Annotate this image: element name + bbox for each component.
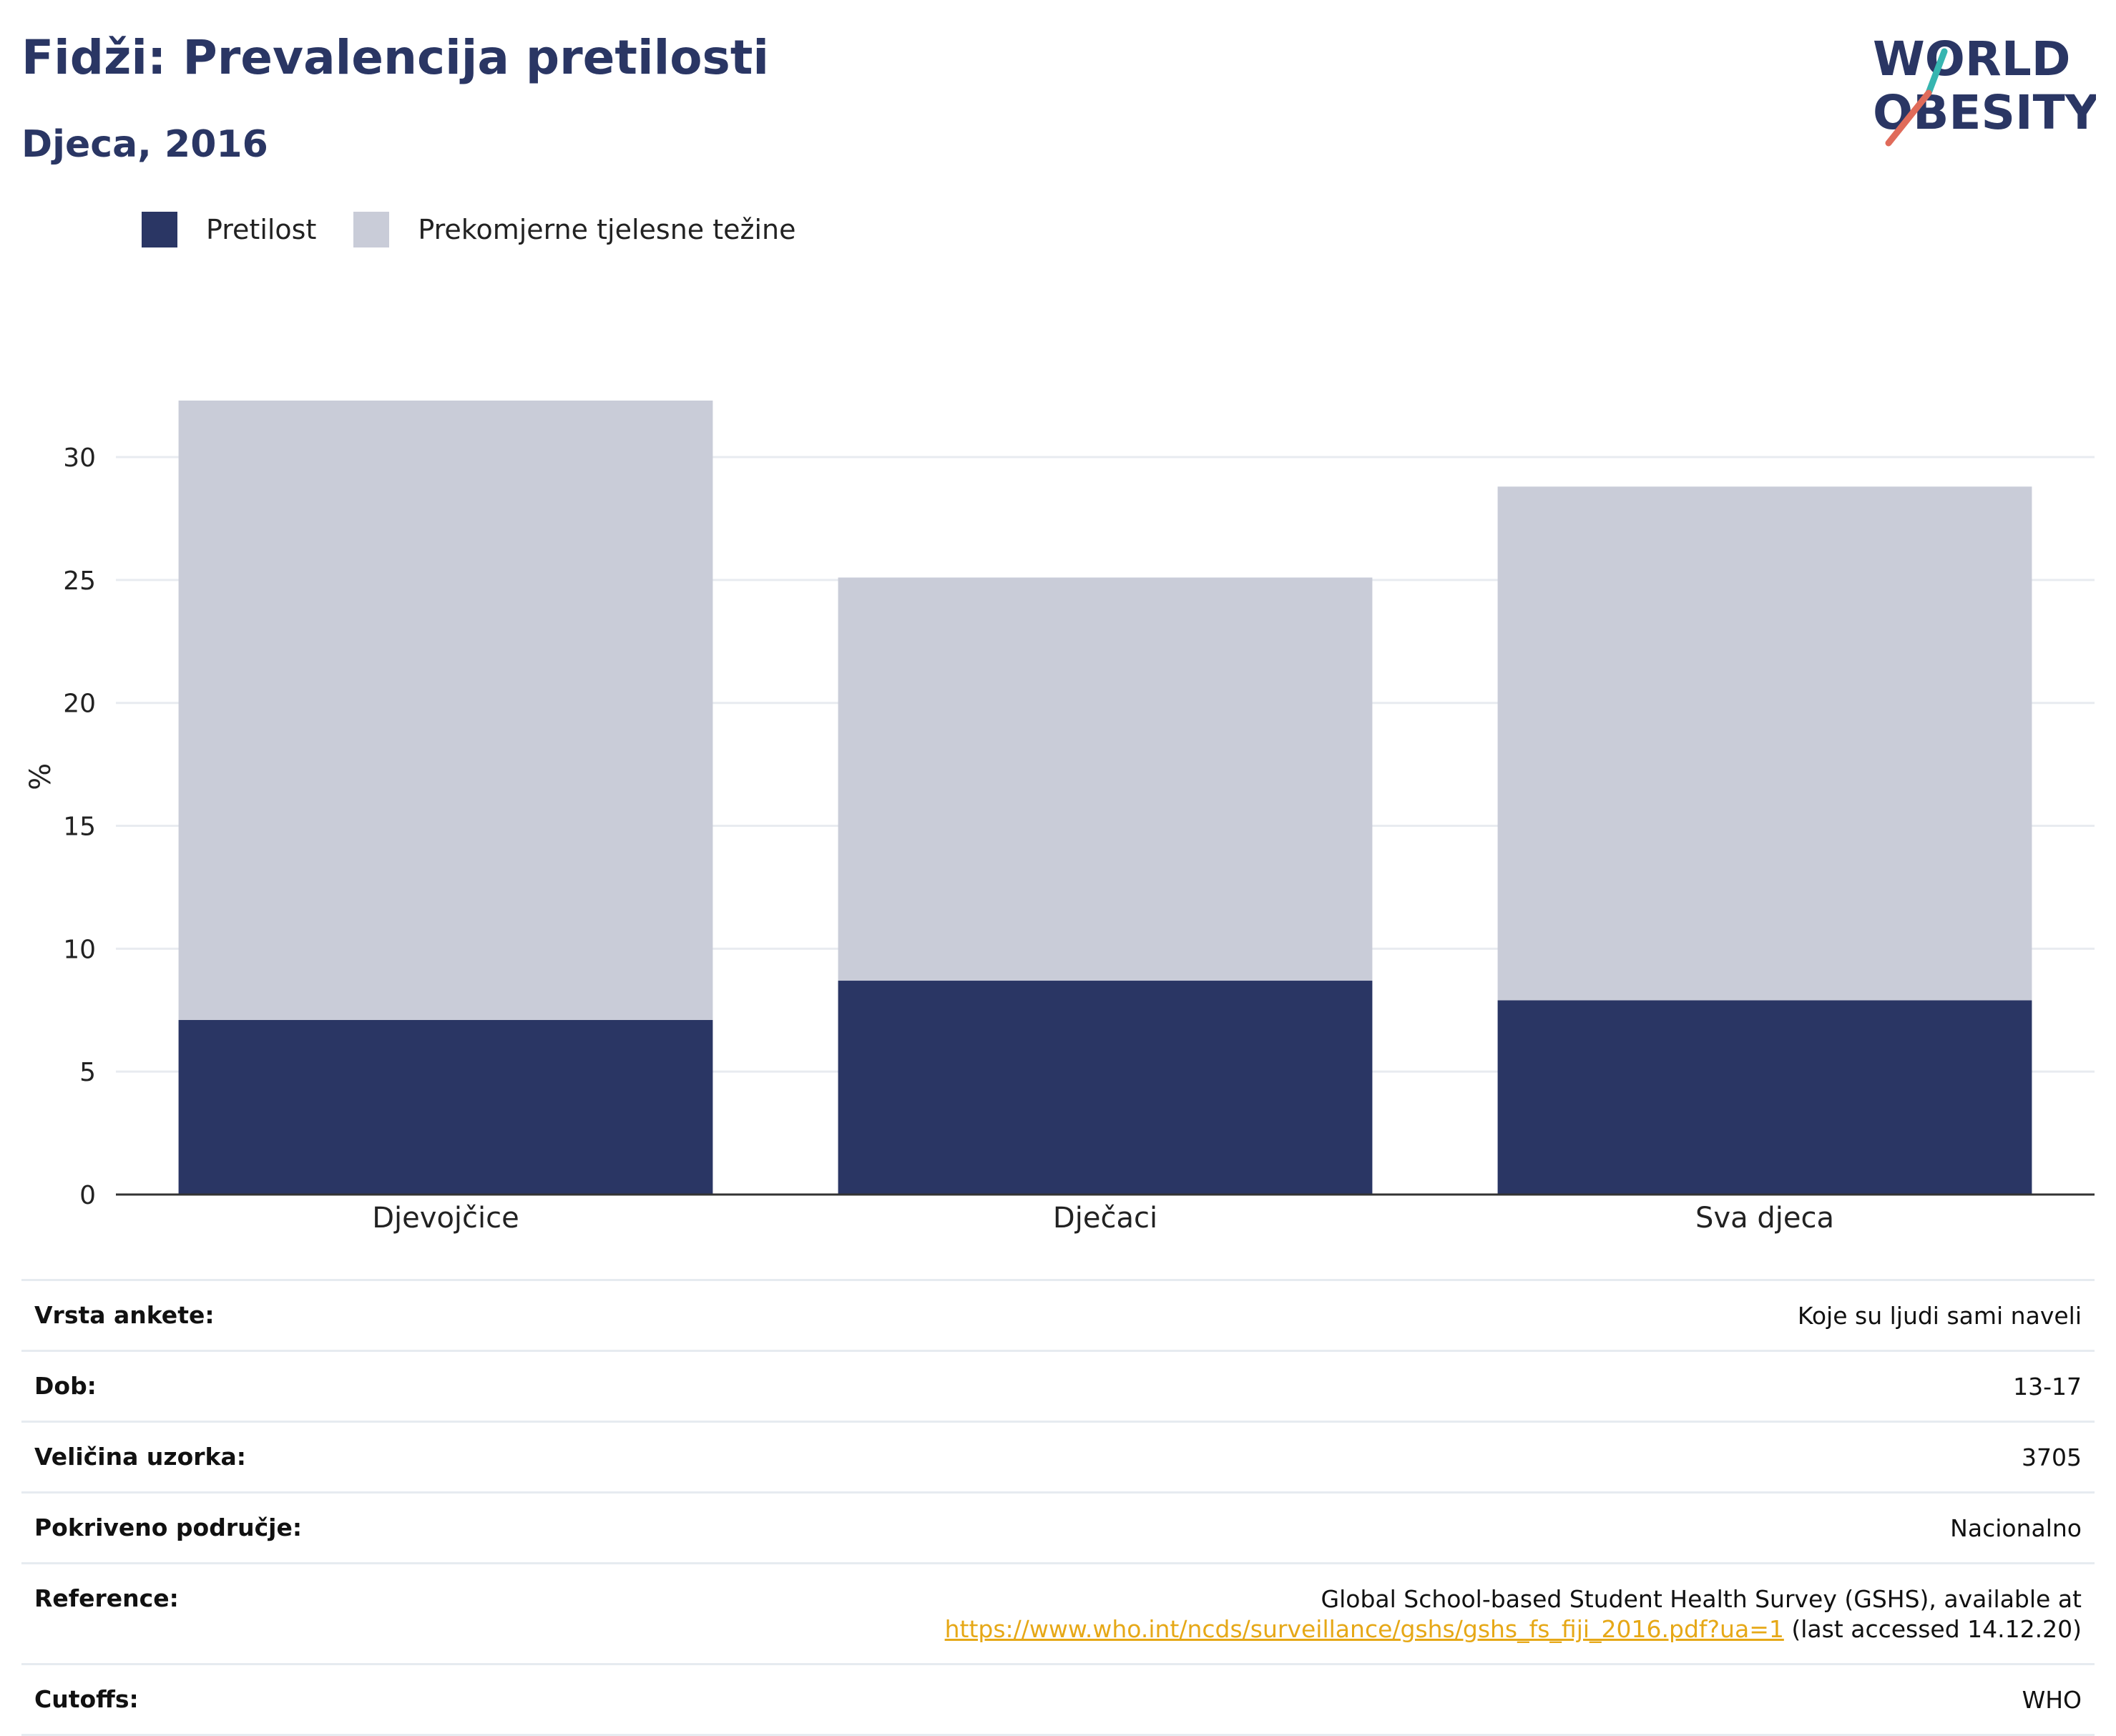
info-key: Veličina uzorka:: [34, 1443, 246, 1471]
y-tick-label: 30: [63, 443, 96, 473]
reference-suffix: (last accessed 14.12.20): [1791, 1615, 2082, 1643]
info-table: Vrsta ankete: Koje su ljudi sami naveli …: [21, 1279, 2095, 1736]
world-obesity-logo: WORLD OBESITY: [1873, 31, 2096, 147]
stacked-bar-chart: 0 5 10 15 20 25 30% Djevojčice Dječaci Sva djeca: [24, 401, 2095, 1235]
y-tick-label: 25: [63, 567, 96, 596]
y-tick-label: 10: [63, 935, 96, 964]
reference-text: Global School-based Student Health Surve…: [1321, 1585, 2082, 1613]
reference-link[interactable]: https://www.who.int/ncds/surveillance/gs…: [944, 1615, 1784, 1643]
info-key: Vrsta ankete:: [34, 1301, 215, 1329]
x-category-label: Dječaci: [1053, 1202, 1157, 1235]
logo-line2: OBESITY: [1873, 85, 2096, 140]
legend-swatch-obesity: [142, 212, 177, 247]
chart-title: Fidži: Prevalencija pretilosti: [21, 30, 770, 85]
info-value: 13-17: [2013, 1373, 2082, 1401]
info-row-coverage: Pokriveno područje: Nacionalno: [21, 1491, 2095, 1562]
legend-swatch-overweight: [353, 212, 390, 247]
info-row-age: Dob: 13-17: [21, 1350, 2095, 1421]
y-tick-label: 20: [63, 690, 96, 719]
x-category-label: Djevojčice: [372, 1202, 519, 1235]
y-tick-label: 15: [63, 813, 96, 842]
info-row-reference: Reference: Global School-based Student H…: [21, 1562, 2095, 1663]
info-value: Koje su ljudi sami naveli: [1797, 1302, 2082, 1330]
bar-obesity: [1497, 1000, 2032, 1195]
info-value: WHO: [2022, 1686, 2082, 1714]
legend: Pretilost Prekomjerne tjelesne težine: [142, 212, 833, 247]
info-row-survey-type: Vrsta ankete: Koje su ljudi sami naveli: [21, 1279, 2095, 1350]
legend-label-obesity: Pretilost: [206, 214, 317, 245]
legend-label-overweight: Prekomjerne tjelesne težine: [418, 214, 796, 245]
info-key: Reference:: [34, 1584, 179, 1612]
info-key: Dob:: [34, 1372, 97, 1400]
x-category-label: Sva djeca: [1695, 1202, 1834, 1235]
info-value-reference: Global School-based Student Health Surve…: [945, 1584, 2082, 1644]
y-tick-label: 5: [79, 1058, 96, 1087]
info-value: Nacionalno: [1950, 1514, 2082, 1542]
info-row-sample-size: Veličina uzorka: 3705: [21, 1421, 2095, 1491]
logo-line1: WORLD: [1873, 31, 2071, 87]
y-tick-label: 0: [79, 1181, 96, 1210]
info-row-cutoffs: Cutoffs: WHO: [21, 1663, 2095, 1736]
bar-overweight: [178, 401, 713, 1021]
legend-item-obesity: Pretilost: [142, 212, 316, 247]
y-axis-label: %: [24, 763, 57, 790]
info-key: Cutoffs:: [34, 1685, 139, 1713]
bar-obesity: [178, 1020, 713, 1195]
chart-subtitle: Djeca, 2016: [21, 123, 268, 166]
bar-overweight: [838, 577, 1373, 981]
legend-item-overweight: Prekomjerne tjelesne težine: [353, 212, 796, 247]
info-key: Pokriveno područje:: [34, 1514, 303, 1541]
bar-obesity: [838, 981, 1373, 1195]
bar-overweight: [1497, 486, 2032, 1001]
info-value: 3705: [2022, 1443, 2082, 1471]
